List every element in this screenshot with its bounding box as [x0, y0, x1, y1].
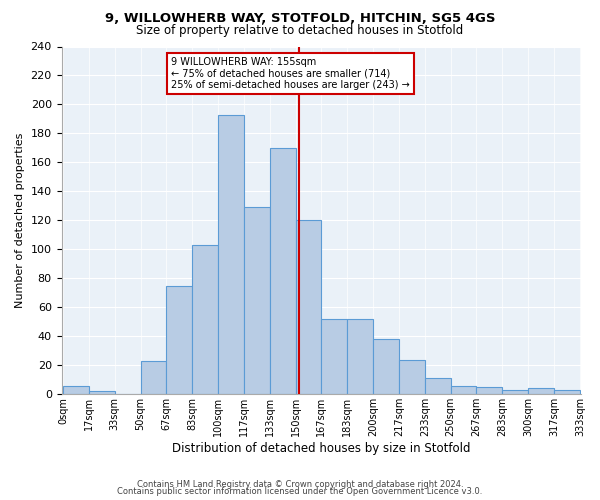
- Bar: [502, 390, 528, 394]
- Y-axis label: Number of detached properties: Number of detached properties: [15, 132, 25, 308]
- Bar: [528, 388, 554, 394]
- Bar: [166, 286, 192, 395]
- Bar: [218, 114, 244, 394]
- Text: 9, WILLOWHERB WAY, STOTFOLD, HITCHIN, SG5 4GS: 9, WILLOWHERB WAY, STOTFOLD, HITCHIN, SG…: [105, 12, 495, 26]
- Text: Contains HM Land Registry data © Crown copyright and database right 2024.: Contains HM Land Registry data © Crown c…: [137, 480, 463, 489]
- Bar: [89, 392, 115, 394]
- Text: Contains public sector information licensed under the Open Government Licence v3: Contains public sector information licen…: [118, 487, 482, 496]
- Bar: [63, 386, 89, 394]
- Bar: [244, 208, 270, 394]
- Bar: [399, 360, 425, 394]
- Bar: [270, 148, 296, 394]
- Bar: [373, 339, 399, 394]
- Bar: [322, 319, 347, 394]
- Bar: [554, 390, 580, 394]
- Bar: [425, 378, 451, 394]
- Bar: [451, 386, 476, 394]
- Bar: [192, 245, 218, 394]
- Bar: [140, 361, 166, 394]
- Text: 9 WILLOWHERB WAY: 155sqm
← 75% of detached houses are smaller (714)
25% of semi-: 9 WILLOWHERB WAY: 155sqm ← 75% of detach…: [171, 57, 410, 90]
- Text: Size of property relative to detached houses in Stotfold: Size of property relative to detached ho…: [136, 24, 464, 37]
- Bar: [476, 387, 502, 394]
- Bar: [347, 319, 373, 394]
- Bar: [296, 220, 322, 394]
- X-axis label: Distribution of detached houses by size in Stotfold: Distribution of detached houses by size …: [172, 442, 470, 455]
